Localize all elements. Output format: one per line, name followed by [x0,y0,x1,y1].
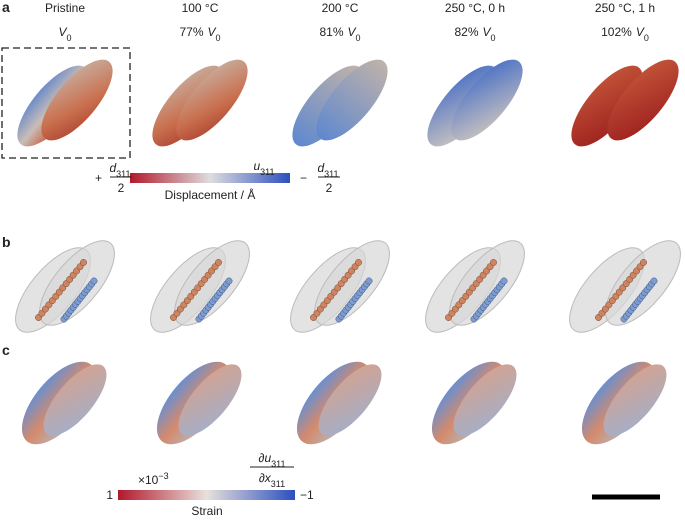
volume-label: 82% V0 [454,25,495,43]
volume-label-part: V [483,25,492,39]
defect-cluster [640,259,647,266]
fraction-numerator-part: ∂ [259,451,265,465]
column-title: Pristine [45,1,85,15]
strain-colorbar [118,490,295,500]
volume-label-part: 0 [644,33,649,43]
particle-shell [314,240,390,326]
strain-slice [453,364,517,436]
volume-label-part: V [636,25,645,39]
volume-label-part: 102% [601,25,632,39]
volume-label: 81% V0 [319,25,360,43]
particle-lobe [607,59,679,141]
defect-cluster [80,259,87,266]
panel-label: c [2,342,10,358]
strain-slice [603,364,667,436]
fraction-numerator: d311 [109,161,130,179]
colorbar-multiplier-part: −3 [158,471,168,481]
volume-label: V0 [58,25,71,43]
fraction-numerator: ∂u311 [259,451,286,469]
volume-label-part: 0 [216,33,221,43]
defect-cluster [490,259,497,266]
fraction-denominator: 2 [326,181,333,195]
defect-cluster [215,259,222,266]
column-title: 100 °C [182,1,219,15]
colorbar-sign: + [95,171,102,185]
fraction-denominator-part: ∂ [259,471,265,485]
colorbar-multiplier-part: ×10 [138,473,159,487]
volume-label: 77% V0 [179,25,220,43]
colorbar-variable: u311 [253,159,274,177]
volume-label: 102% V0 [601,25,649,43]
fraction-denominator: 2 [118,181,125,195]
strain-slice [178,364,242,436]
defect-cluster [225,277,233,285]
particle-shell [449,240,525,326]
volume-label-part: 77% [179,25,203,39]
defect-cluster [365,277,373,285]
fraction-denominator-part: 311 [271,479,285,489]
panel-label: a [2,0,10,15]
fraction-numerator-part: d [109,161,116,175]
volume-label-part: V [58,25,67,39]
volume-label-part: V [348,25,357,39]
volume-label-part: 81% [319,25,343,39]
displacement-colorbar [130,173,290,183]
colorbar-sign: − [300,171,307,185]
panel-label: b [2,234,11,250]
particle-shell [174,240,250,326]
particle-lobe [316,59,388,141]
particle-lobe [571,65,643,147]
fraction-numerator-part: d [317,161,324,175]
fraction-numerator: d311 [317,161,338,179]
column-title: 250 °C, 0 h [445,1,505,15]
column-title: 200 °C [322,1,359,15]
particle-lobe [41,59,113,141]
fraction-denominator: ∂x311 [259,471,285,489]
volume-label-part: V [208,25,217,39]
selection-box [1,47,131,159]
colorbar-end: 1 [106,488,113,502]
particle-lobe [451,59,523,141]
strain-slice [318,364,382,436]
colorbar-multiplier: ×10−3 [138,471,169,487]
volume-label-part: 0 [356,33,361,43]
volume-label-part: 82% [454,25,478,39]
particle-lobe [176,59,248,141]
defect-cluster [355,259,362,266]
fraction-numerator-part: 311 [116,169,130,179]
volume-label-part: 0 [67,33,72,43]
volume-label-part: 0 [491,33,496,43]
defect-cluster [650,277,658,285]
particle-shell [605,240,681,326]
colorbar-label: Displacement / Å [165,187,256,202]
colorbar-variable-part: u [253,159,260,173]
colorbar-variable-part: 311 [260,167,274,177]
colorbar-end: −1 [300,488,314,502]
fraction-numerator-part: 311 [271,459,285,469]
fraction-numerator-part: 311 [324,169,338,179]
strain-slice [43,364,107,436]
colorbar-label: Strain [191,504,222,518]
column-title: 250 °C, 1 h [595,1,655,15]
defect-cluster [90,277,98,285]
fraction-denominator-part: x [264,471,272,485]
fraction-numerator-part: u [264,451,271,465]
particle-shell [39,240,115,326]
defect-cluster [500,277,508,285]
